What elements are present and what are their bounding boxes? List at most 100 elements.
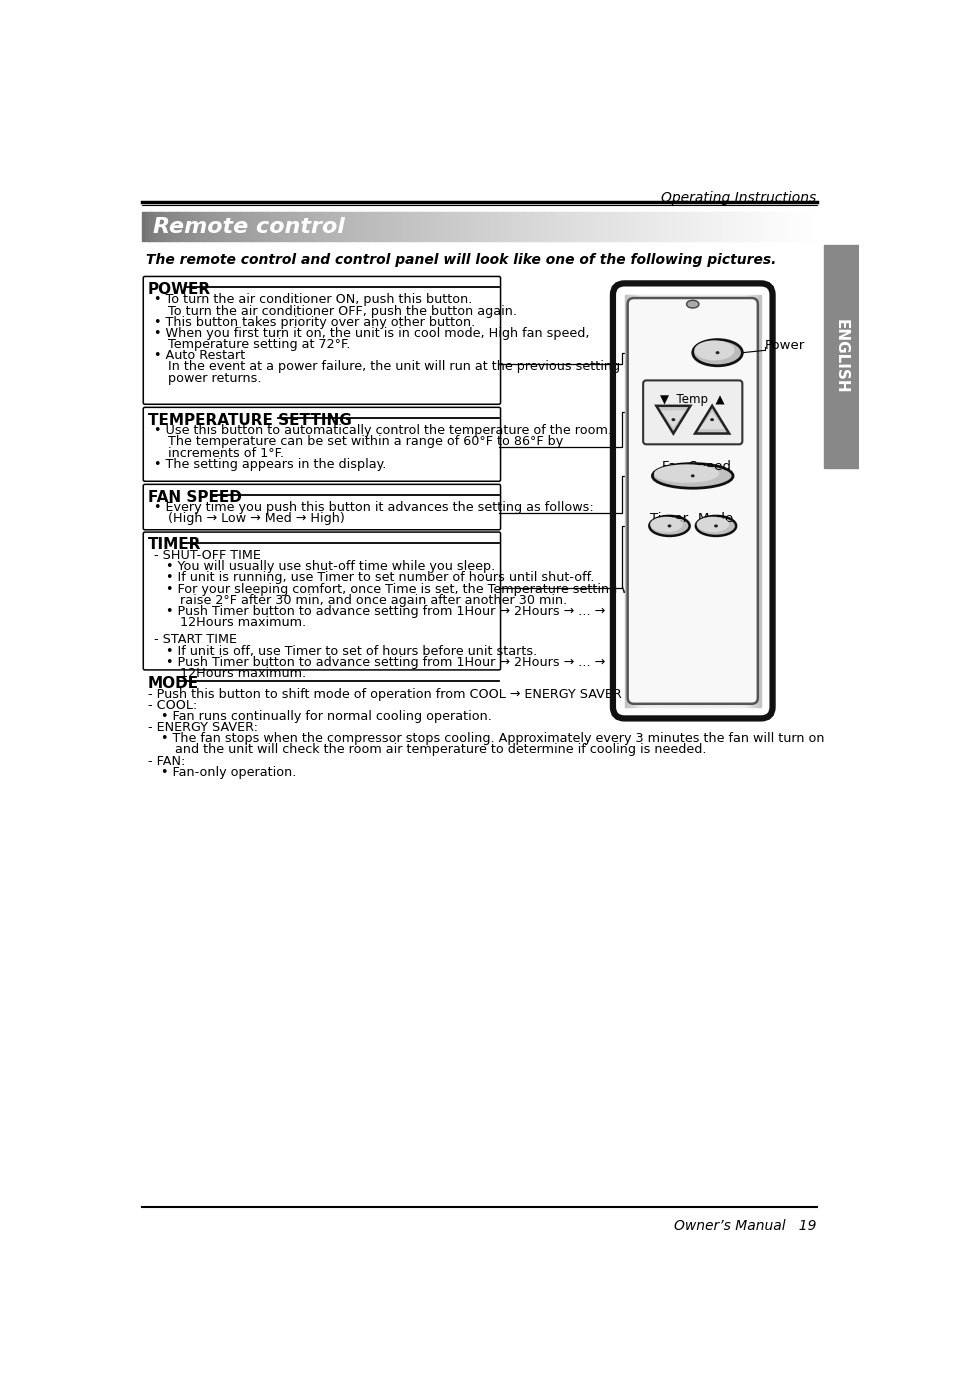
Bar [779,211,782,241]
Text: • Push Timer button to advance setting from 1Hour → 2Hours → ... →: • Push Timer button to advance setting f… [158,656,604,669]
Bar [543,211,547,241]
Bar [745,211,749,241]
Bar [782,211,786,241]
Text: • Fan runs continually for normal cooling operation.: • Fan runs continually for normal coolin… [153,709,492,723]
Bar [438,211,442,241]
Bar [172,211,176,241]
Bar [149,211,152,241]
Bar [765,211,769,241]
Polygon shape [699,411,723,429]
Bar [337,211,341,241]
Bar [253,211,257,241]
Bar [625,295,628,706]
Bar [452,211,456,241]
Bar [473,211,476,241]
Text: FAN SPEED: FAN SPEED [148,490,241,505]
Bar [324,211,328,241]
Bar [271,211,274,241]
Bar [631,295,633,706]
Bar [698,211,701,241]
Bar [308,211,311,241]
Bar [671,211,675,241]
Polygon shape [660,410,685,427]
Bar [546,211,550,241]
Text: • The setting appears in the display.: • The setting appears in the display. [154,457,386,471]
Bar [713,295,715,706]
Bar [675,211,679,241]
Bar [648,295,650,706]
Bar [388,211,392,241]
Bar [653,295,655,706]
Bar [287,211,291,241]
Bar [714,295,717,706]
Text: • To turn the air conditioner ON, push this button.: • To turn the air conditioner ON, push t… [154,294,472,306]
Text: The temperature can be set within a range of 60°F to 86°F by: The temperature can be set within a rang… [159,435,562,449]
Bar [156,211,159,241]
Bar [702,295,704,706]
Ellipse shape [709,418,713,421]
Bar [291,211,294,241]
Bar [708,211,712,241]
Bar [294,211,297,241]
Bar [737,295,739,706]
Bar [638,295,639,706]
Text: - Push this button to shift mode of operation from COOL → ENERGY SAVER → FAN.: - Push this button to shift mode of oper… [148,688,668,701]
Bar [772,211,776,241]
Bar [745,295,747,706]
Bar [372,211,375,241]
Ellipse shape [692,340,741,365]
Bar [722,295,725,706]
Bar [712,211,716,241]
Text: POWER: POWER [148,281,211,297]
Text: • When you first turn it on, the unit is in cool mode, High fan speed,: • When you first turn it on, the unit is… [154,327,589,340]
Bar [789,211,793,241]
Bar [741,211,745,241]
Bar [476,211,479,241]
Bar [442,211,446,241]
Bar [740,295,741,706]
Text: • The fan stops when the compressor stops cooling. Approximately every 3 minutes: • The fan stops when the compressor stop… [153,732,824,746]
Bar [401,211,405,241]
Bar [651,211,655,241]
Bar [600,211,604,241]
Bar [196,211,200,241]
Bar [741,295,743,706]
Bar [449,211,453,241]
Bar [479,211,483,241]
Bar [489,211,493,241]
Bar [689,295,691,706]
Bar [687,295,689,706]
Bar [590,211,594,241]
Bar [698,295,700,706]
Bar [513,211,517,241]
Bar [614,211,618,241]
Bar [633,295,635,706]
Bar [553,211,557,241]
Bar [668,211,672,241]
Bar [159,211,163,241]
Text: • For your sleeping comfort, once Time is set, the Temperature setting will: • For your sleeping comfort, once Time i… [158,582,641,596]
Bar [675,295,677,706]
Bar [220,211,224,241]
Bar [304,211,308,241]
Bar [691,211,695,241]
Text: Fan Speed: Fan Speed [661,460,730,473]
Bar [796,211,800,241]
Bar [247,211,251,241]
Bar [348,211,352,241]
Bar [580,211,584,241]
Bar [644,211,648,241]
Bar [392,211,395,241]
Bar [317,211,321,241]
Bar [709,295,711,706]
Text: - START TIME: - START TIME [154,634,237,646]
Text: Mode: Mode [698,512,734,525]
Text: To turn the air conditioner OFF, push the button again.: To turn the air conditioner OFF, push th… [159,305,516,318]
Bar [493,211,497,241]
Bar [670,295,672,706]
Bar [409,211,412,241]
Bar [486,211,490,241]
Bar [213,211,217,241]
Bar [257,211,260,241]
Bar [607,211,611,241]
